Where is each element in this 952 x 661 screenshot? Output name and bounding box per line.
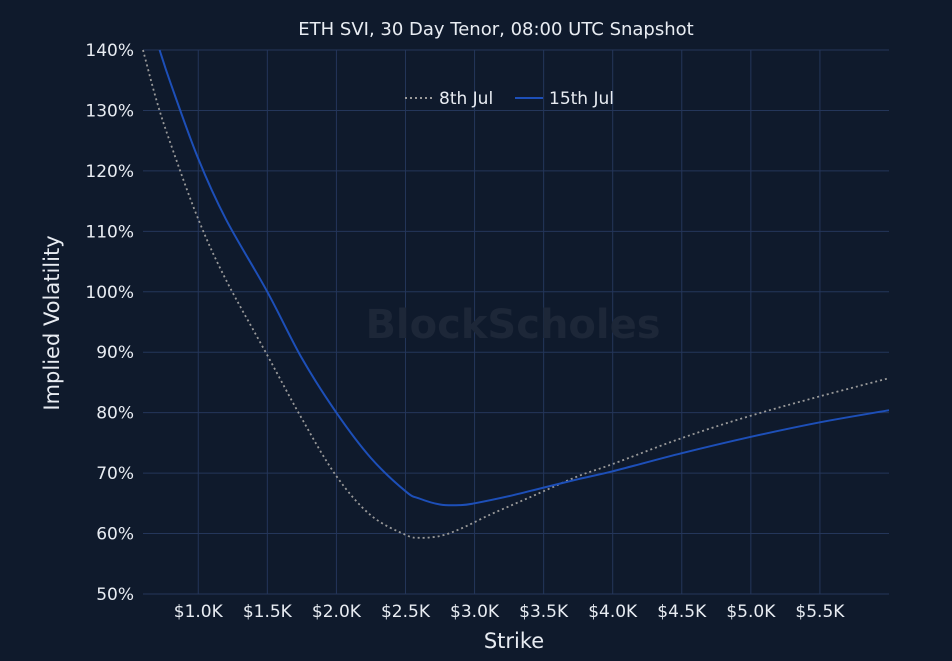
chart-title: ETH SVI, 30 Day Tenor, 08:00 UTC Snapsho… <box>298 19 693 40</box>
x-tick-label: $3.0K <box>450 602 500 622</box>
x-tick-label: $1.0K <box>174 602 224 622</box>
x-tick-label: $5.5K <box>795 602 845 622</box>
x-tick-label: $4.0K <box>588 602 638 622</box>
watermark: BlockScholes <box>365 302 660 348</box>
series-layer <box>142 49 890 539</box>
y-tick-label: 100% <box>85 283 134 303</box>
series-line-1 <box>142 49 890 539</box>
y-tick-label: 120% <box>85 162 134 182</box>
grid <box>143 49 889 595</box>
legend-label-1: 8th Jul <box>439 89 493 109</box>
y-tick-label: 50% <box>96 585 134 605</box>
x-axis-label: Strike <box>484 629 544 653</box>
x-axis-ticks: $1.0K $1.5K $2.0K $2.5K $3.0K $3.5K $4.0K $4.5K… <box>174 602 846 622</box>
x-tick-label: $1.5K <box>243 602 293 622</box>
x-tick-label: $2.0K <box>312 602 362 622</box>
x-tick-label: $2.5K <box>381 602 431 622</box>
y-axis-ticks: 50% 60% 70% 80% 90% 100% 110% 120% 130% 140% <box>85 41 134 605</box>
series-line-2 <box>158 49 890 507</box>
x-tick-label: $5.0K <box>726 602 776 622</box>
y-tick-label: 140% <box>85 41 134 61</box>
y-axis-label: Implied Volatility <box>40 235 64 410</box>
legend: 8th Jul 15th Jul <box>405 89 614 109</box>
x-tick-label: $4.5K <box>657 602 707 622</box>
x-tick-label: $3.5K <box>519 602 569 622</box>
y-tick-label: 90% <box>96 343 134 363</box>
y-tick-label: 110% <box>85 222 134 242</box>
y-tick-label: 70% <box>96 464 134 484</box>
legend-label-2: 15th Jul <box>549 89 614 109</box>
y-tick-label: 130% <box>85 101 134 121</box>
y-tick-label: 80% <box>96 404 134 424</box>
y-tick-label: 60% <box>96 525 134 545</box>
